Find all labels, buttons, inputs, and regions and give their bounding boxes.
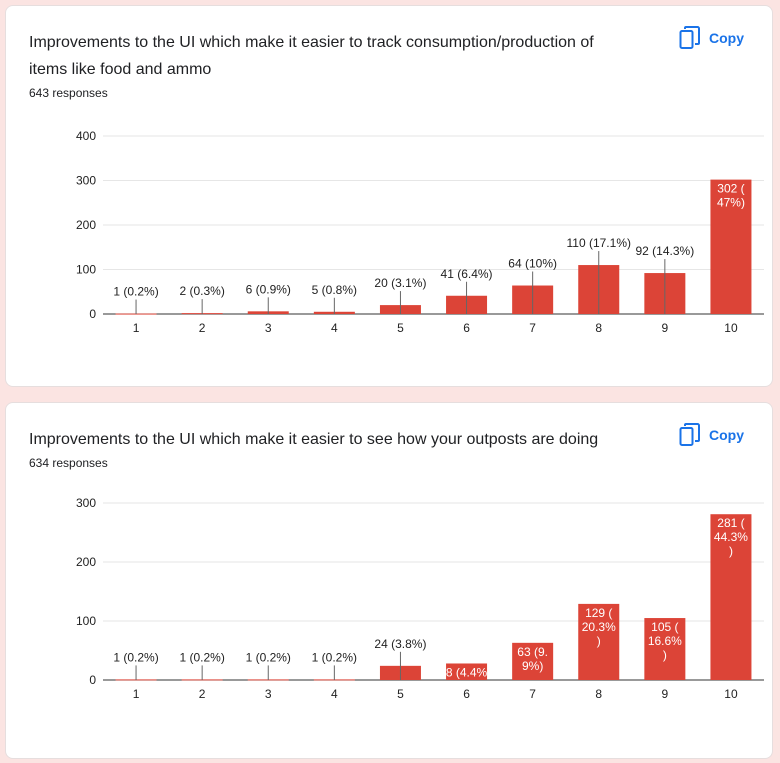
x-tick-label: 7 bbox=[529, 321, 536, 335]
y-tick-label: 300 bbox=[76, 174, 96, 188]
y-tick-label: 0 bbox=[89, 673, 96, 687]
copy-icon bbox=[679, 423, 701, 447]
data-label: 129 ( bbox=[585, 606, 612, 620]
y-tick-label: 400 bbox=[76, 129, 96, 143]
x-tick-label: 4 bbox=[331, 321, 338, 335]
bar bbox=[446, 663, 488, 680]
chart-title: Improvements to the UI which make it eas… bbox=[29, 34, 594, 78]
data-label: 9%) bbox=[522, 659, 543, 673]
data-label: 5 (0.8%) bbox=[312, 283, 357, 297]
data-label: 63 (9. bbox=[517, 645, 548, 659]
data-label: 44.3% bbox=[714, 530, 748, 544]
data-label: 47%) bbox=[717, 196, 745, 210]
data-label: 8 (4.4% bbox=[446, 665, 488, 679]
data-label: 2 (0.3%) bbox=[179, 284, 224, 298]
data-label: 20 (3.1%) bbox=[374, 276, 426, 290]
copy-button[interactable]: Copy bbox=[679, 423, 744, 447]
response-count: 643 responses bbox=[29, 86, 108, 100]
x-tick-label: 1 bbox=[133, 321, 140, 335]
y-tick-label: 200 bbox=[76, 555, 96, 569]
x-tick-label: 3 bbox=[265, 687, 272, 701]
x-tick-label: 3 bbox=[265, 321, 272, 335]
response-count: 634 responses bbox=[29, 456, 108, 470]
x-tick-label: 8 bbox=[595, 321, 602, 335]
x-tick-label: 2 bbox=[199, 321, 206, 335]
data-label: 302 ( bbox=[717, 182, 744, 196]
x-tick-label: 10 bbox=[724, 687, 738, 701]
x-tick-label: 7 bbox=[529, 687, 536, 701]
y-tick-label: 200 bbox=[76, 218, 96, 232]
data-label: 64 (10%) bbox=[508, 257, 557, 271]
data-label: ) bbox=[663, 648, 667, 662]
y-tick-label: 100 bbox=[76, 263, 96, 277]
data-label: 105 ( bbox=[651, 620, 678, 634]
x-tick-label: 1 bbox=[133, 687, 140, 701]
x-tick-label: 6 bbox=[463, 687, 470, 701]
y-tick-label: 0 bbox=[89, 307, 96, 321]
copy-label: Copy bbox=[709, 427, 744, 443]
data-label: ) bbox=[597, 634, 601, 648]
y-tick-label: 300 bbox=[76, 496, 96, 510]
data-label: 1 (0.2%) bbox=[246, 650, 291, 664]
data-label: 6 (0.9%) bbox=[246, 282, 291, 296]
x-tick-label: 10 bbox=[724, 321, 738, 335]
data-label: 20.3% bbox=[582, 620, 616, 634]
chart-title: Improvements to the UI which make it eas… bbox=[29, 431, 599, 448]
bar-chart: 0 100 200 300 1 1 (0.2%) 2 1 (0.2%) 3 1 (0.2%) 4 1 … bbox=[76, 496, 764, 701]
x-tick-label: 2 bbox=[199, 687, 206, 701]
data-label: 41 (6.4%) bbox=[441, 267, 493, 281]
data-label: 281 ( bbox=[717, 516, 744, 530]
x-tick-label: 5 bbox=[397, 321, 404, 335]
bar bbox=[710, 179, 752, 314]
data-label: 24 (3.8%) bbox=[374, 637, 426, 651]
data-label: 1 (0.2%) bbox=[113, 285, 158, 299]
bar bbox=[644, 618, 686, 680]
copy-icon bbox=[679, 26, 701, 50]
data-label: 1 (0.2%) bbox=[113, 650, 158, 664]
x-tick-label: 5 bbox=[397, 687, 404, 701]
data-label: 110 (17.1%) bbox=[567, 236, 631, 250]
data-label: ) bbox=[729, 544, 733, 558]
bar bbox=[512, 642, 554, 680]
chart-card-2: Improvements to the UI which make it eas… bbox=[5, 402, 773, 759]
y-tick-label: 100 bbox=[76, 614, 96, 628]
bar bbox=[578, 603, 620, 680]
data-label: 16.6% bbox=[648, 634, 682, 648]
data-label: 1 (0.2%) bbox=[312, 650, 357, 664]
x-tick-label: 9 bbox=[662, 687, 669, 701]
x-tick-label: 4 bbox=[331, 687, 338, 701]
x-tick-label: 6 bbox=[463, 321, 470, 335]
copy-label: Copy bbox=[709, 30, 744, 46]
data-label: 92 (14.3%) bbox=[635, 244, 694, 258]
bar bbox=[115, 313, 157, 315]
bar-chart: 0 100 200 300 400 1 1 (0.2%) 2 2 (0.3%) 3 6 (0.9%)… bbox=[76, 129, 764, 335]
data-label: 1 (0.2%) bbox=[179, 650, 224, 664]
x-tick-label: 9 bbox=[662, 321, 669, 335]
chart-card-1: Improvements to the UI which make it eas… bbox=[5, 5, 773, 387]
x-tick-label: 8 bbox=[595, 687, 602, 701]
copy-button[interactable]: Copy bbox=[679, 26, 744, 50]
bar bbox=[710, 514, 752, 680]
